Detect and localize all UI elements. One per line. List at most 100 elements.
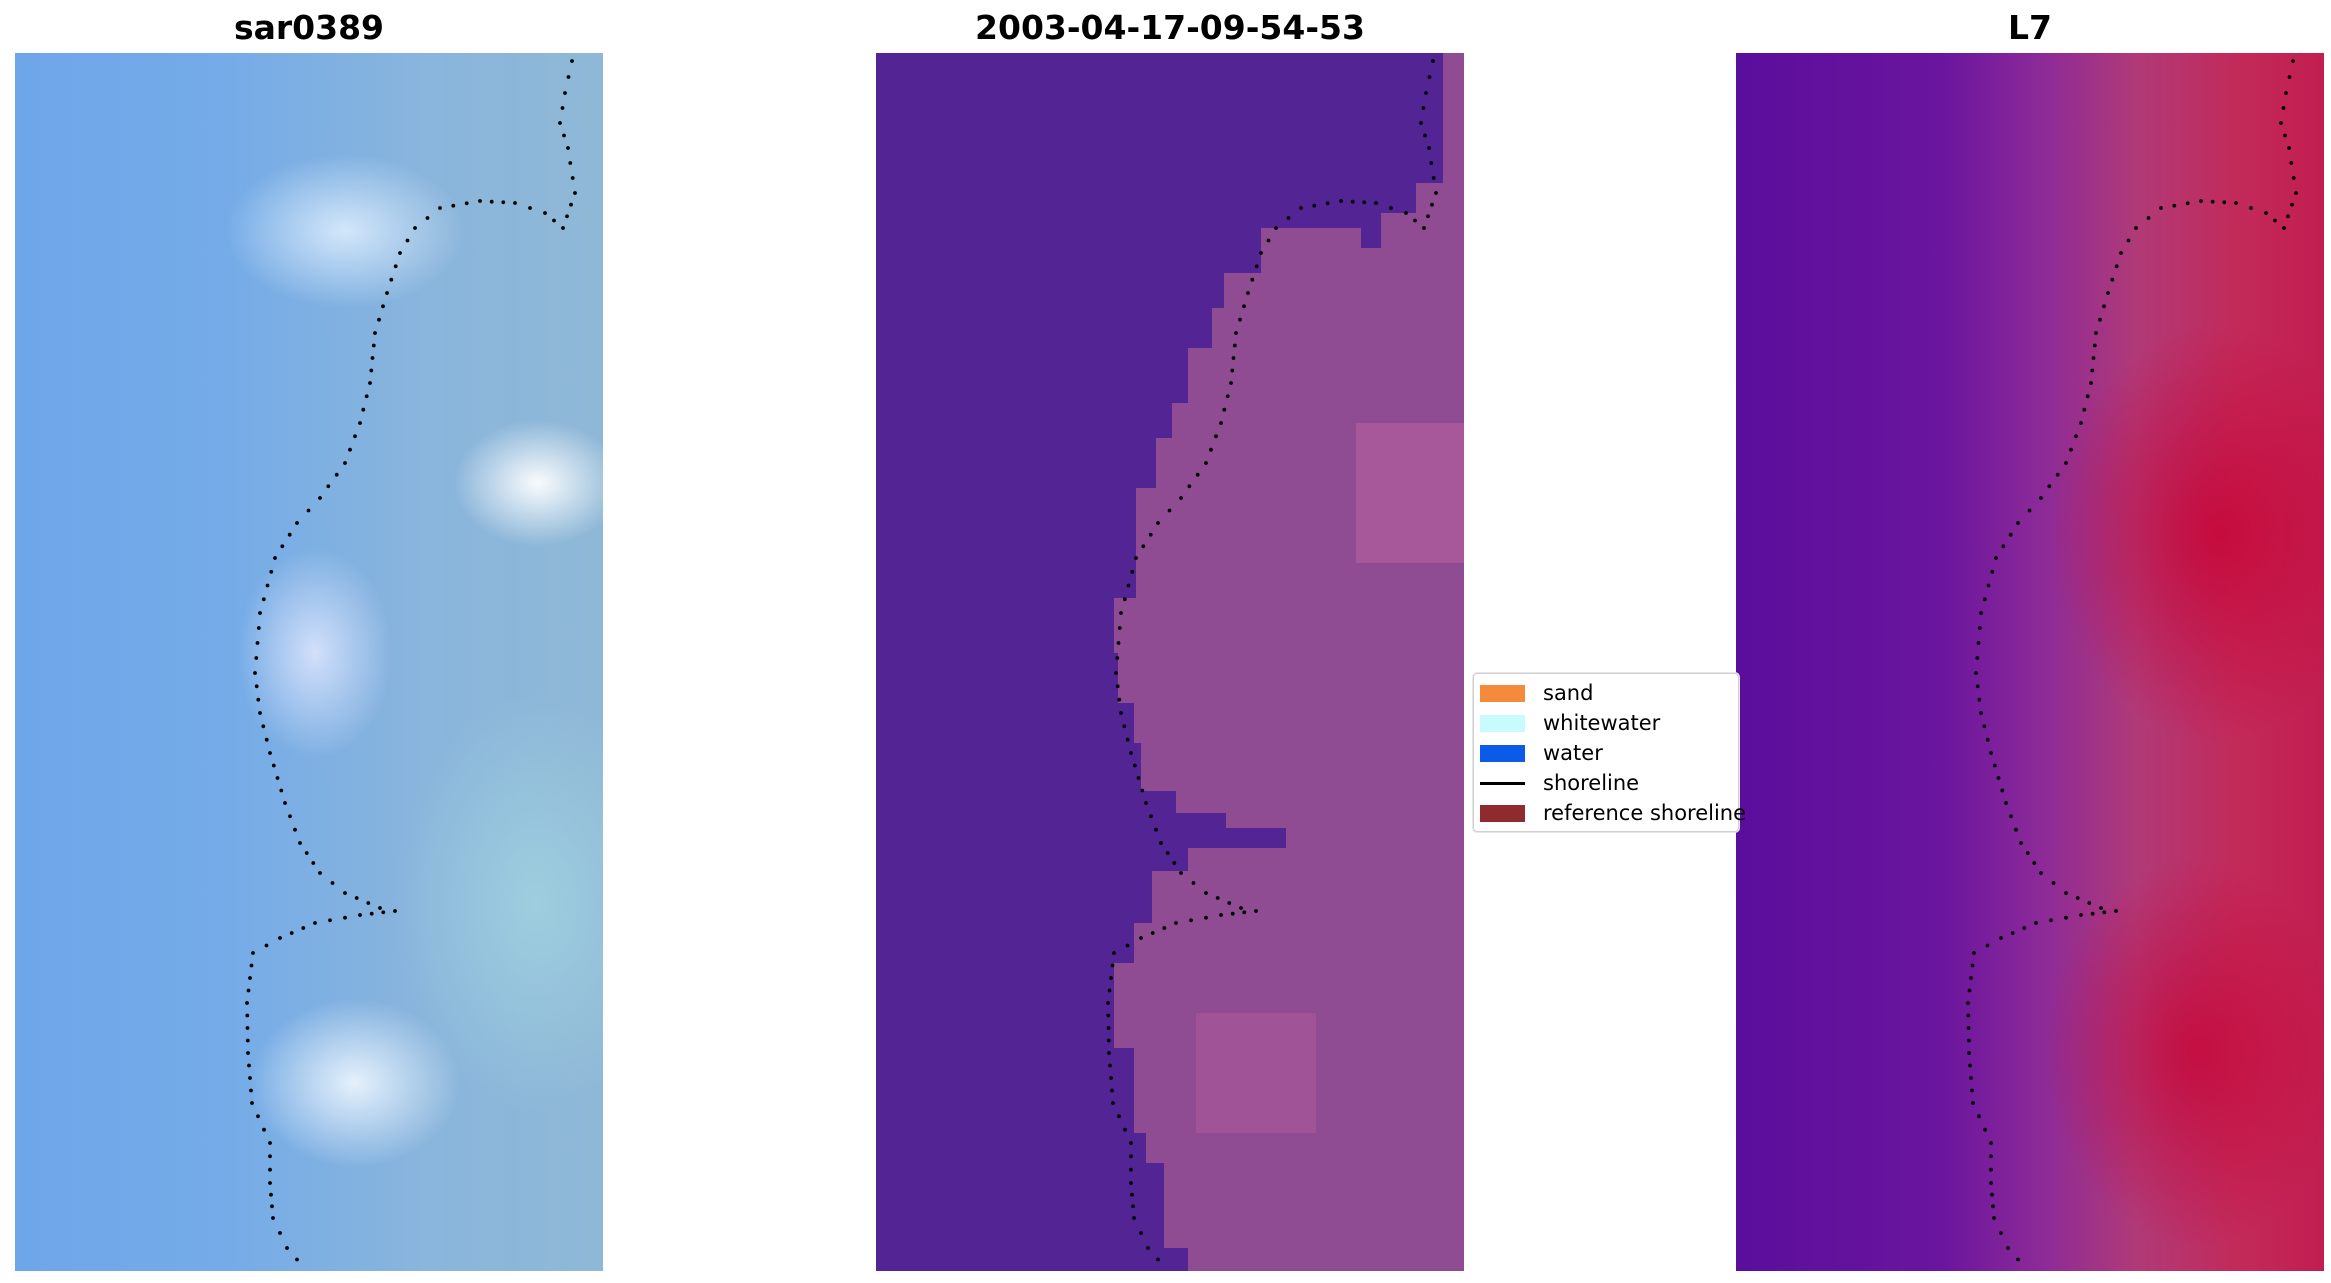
shoreline-point [1154,827,1158,832]
shoreline-point [1419,121,1423,125]
shoreline-point [1112,951,1116,955]
shoreline-point [438,206,442,210]
shoreline-point [573,191,577,195]
shoreline-point [2283,133,2287,138]
shoreline-point [1149,814,1153,819]
shoreline-overlay [1106,59,1438,1262]
shoreline-point [543,211,547,215]
shoreline-point [1983,1127,1987,1132]
shoreline-point [1227,901,1232,905]
reference-shoreline-swatch [1480,804,1525,822]
shoreline-point [261,724,266,729]
shoreline-point [2291,176,2296,180]
shoreline-point [558,121,562,125]
shoreline-point [2099,906,2103,910]
classification-image-panel [876,53,1464,1271]
shoreline-point [2016,521,2020,525]
shoreline-point [560,106,565,110]
shoreline-point [2279,121,2283,125]
shoreline-point [278,1231,282,1235]
shoreline-point [304,851,309,855]
shoreline-point [245,1038,250,1043]
shoreline-point [1129,1154,1133,1159]
shoreline-point [1424,91,1428,95]
shoreline-point [2075,896,2080,900]
shoreline-point [2079,913,2083,917]
shoreline-point [313,921,317,925]
shoreline-point [1985,737,1990,742]
shoreline-point [1129,751,1133,755]
legend-item-reference-shoreline: reference shoreline [1480,798,1746,828]
shoreline-point [1975,684,1980,689]
shoreline-point [1254,264,1259,269]
shoreline-point [1977,626,1982,630]
shoreline-point [398,251,402,255]
shoreline-point [1431,176,1436,180]
shoreline-point [1286,216,1291,220]
shoreline-point [2102,304,2106,309]
shoreline-point [1427,75,1432,79]
shoreline-point [256,697,261,702]
shoreline-point [1130,569,1135,574]
shoreline-point [250,1101,254,1105]
shoreline-point [1108,1063,1112,1068]
shoreline-point [1209,447,1213,452]
shoreline-point [1195,472,1200,477]
shoreline-point [1174,921,1178,925]
shoreline-point [565,214,569,219]
shoreline-point [1109,976,1113,980]
shoreline-point [1986,583,1991,588]
shoreline-point [1156,521,1160,525]
shoreline-point [2134,226,2138,230]
shoreline-point [249,1088,253,1093]
shoreline-point [262,1127,266,1132]
shoreline-point [264,737,269,742]
shoreline-point [318,496,322,500]
shoreline-point [2009,814,2013,819]
shoreline-point [1114,671,1118,675]
shoreline-point [1982,724,1987,729]
shoreline-point [1266,238,1271,243]
shoreline-point [245,1026,250,1030]
shoreline-point [348,447,352,452]
shoreline-point [1254,909,1258,913]
shoreline-point [1131,1204,1135,1209]
shoreline-point [1150,931,1155,935]
shoreline-point [1106,1001,1110,1005]
shoreline-point [2032,861,2037,865]
shoreline-point [306,508,311,513]
shoreline-point [2069,447,2073,452]
shoreline-point [343,891,347,895]
shoreline-point [269,569,274,574]
shoreline-point [289,931,294,935]
shoreline-point [1969,1076,1973,1080]
shoreline-point [385,291,389,295]
shoreline-point [1106,1013,1111,1018]
legend-item-sand: sand [1480,678,1593,708]
shoreline-point [1239,906,1243,910]
shoreline-point [2090,911,2095,916]
shoreline-point [1389,206,1393,210]
shoreline-point [330,881,335,885]
shoreline-point [1325,201,1330,206]
shoreline-point [1427,146,1431,150]
shoreline-point [256,1114,260,1119]
shoreline-point [301,926,306,930]
shoreline-point [258,611,262,615]
shoreline-point [1246,291,1250,295]
shoreline-point [318,871,322,875]
shoreline-point [405,238,410,243]
shoreline-point [2016,1257,2020,1262]
shoreline-point [1312,203,1317,208]
water-swatch [1480,744,1525,762]
shoreline-point [328,918,332,923]
shoreline-point [1156,1257,1160,1262]
shoreline-point [2064,915,2068,920]
shoreline-point [1134,556,1138,560]
shoreline-point [1985,943,1990,948]
shoreline-point [354,896,359,900]
shoreline-point [381,910,386,915]
shoreline-point [268,1141,272,1145]
shoreline-point [2022,926,2027,930]
shoreline-point [1230,911,1235,916]
